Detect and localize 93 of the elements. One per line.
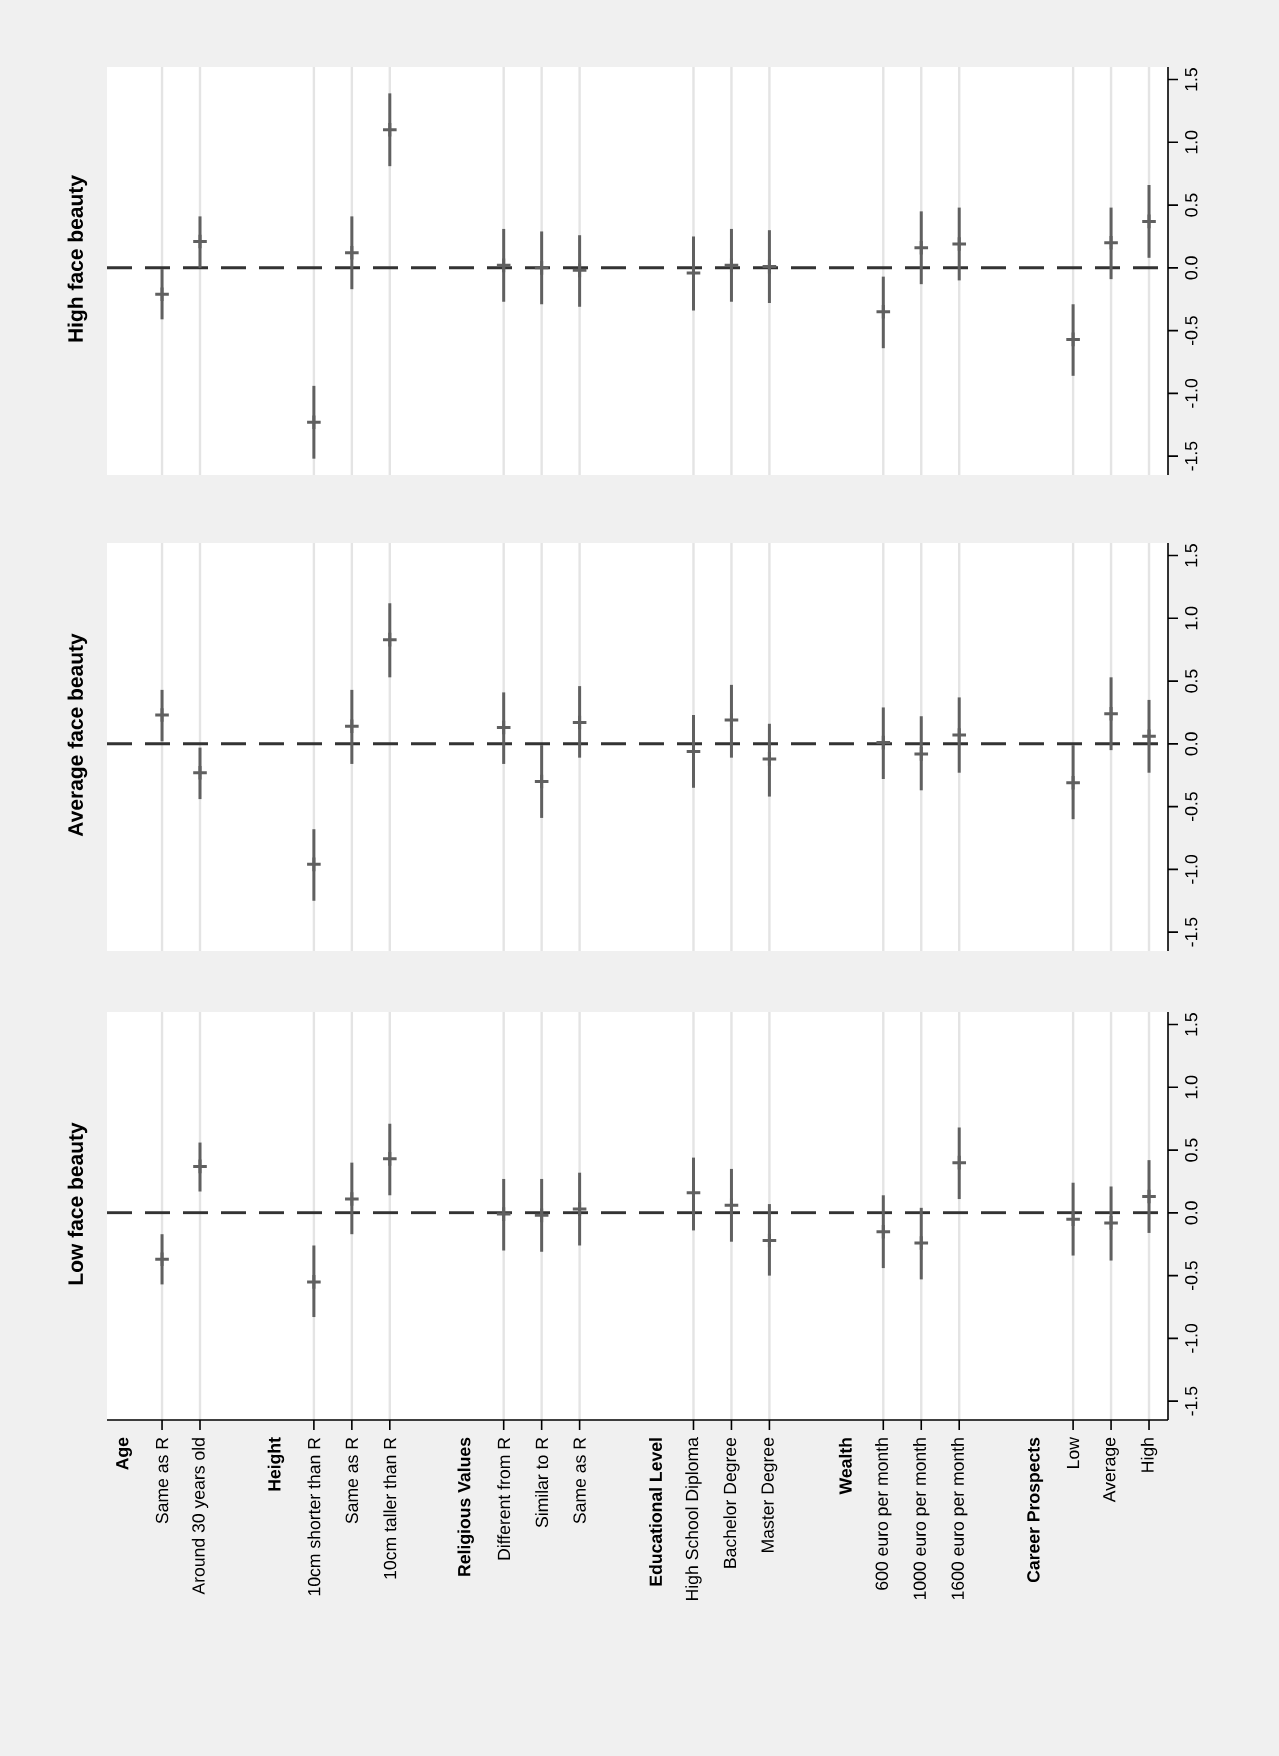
- x-tick-label: Age: [116, 1437, 132, 1470]
- x-tick-label: High: [1140, 1438, 1158, 1472]
- x-tick-label: 10cm shorter than R: [307, 1437, 321, 1596]
- y-tick-label: -1.5: [1185, 441, 1198, 471]
- point: [495, 1205, 512, 1223]
- x-tick-label: Educational Level: [649, 1438, 662, 1586]
- text: High face beauty: [67, 175, 88, 342]
- x-tick-label: Career Prospects: [1027, 1437, 1044, 1583]
- point: [571, 714, 588, 731]
- y-tick-label: -0.5: [1185, 792, 1198, 821]
- point: [912, 745, 930, 763]
- text: Low face beauty: [67, 1122, 88, 1285]
- point: [1102, 1214, 1120, 1232]
- x-tick-label: Different from R: [497, 1437, 511, 1560]
- x-tick-label: 600 euro per month: [875, 1438, 892, 1590]
- point: [912, 1234, 930, 1252]
- point: [761, 258, 778, 275]
- x-tick-label: Same as R: [155, 1437, 169, 1524]
- point: [191, 764, 209, 782]
- point: [343, 244, 361, 262]
- point: [343, 717, 361, 735]
- y-tick-label: 1.5: [1185, 544, 1198, 567]
- point: [381, 631, 399, 648]
- y-tick-label: -1.0: [1185, 1323, 1198, 1353]
- y-tick-label: 1.0: [1185, 606, 1198, 630]
- y-tick-label: 1.0: [1185, 1075, 1198, 1099]
- point: [305, 1273, 323, 1291]
- y-tick-label: -0.5: [1185, 316, 1198, 345]
- point: [1102, 705, 1120, 723]
- point: [495, 257, 512, 274]
- y-tick-label: 0.5: [1185, 193, 1198, 217]
- point: [1102, 234, 1120, 252]
- y-tick-label: -1.5: [1185, 1386, 1198, 1416]
- point: [874, 1223, 892, 1240]
- point: [1064, 774, 1082, 792]
- x-tick-label: Master Degree: [761, 1437, 778, 1553]
- x-tick-label: 1000 euro per month: [913, 1438, 930, 1600]
- x-tick-label: 10cm taller than R: [383, 1437, 397, 1579]
- point: [874, 734, 892, 751]
- y-tick-label: 0.0: [1185, 1201, 1198, 1225]
- point: [761, 1232, 778, 1249]
- point: [495, 719, 512, 736]
- y-tick-label: 1.0: [1185, 130, 1198, 154]
- point: [1064, 1210, 1082, 1228]
- point: [761, 750, 778, 768]
- x-tick-label: Same as R: [573, 1437, 586, 1524]
- x-tick-label: High School Diploma: [685, 1437, 702, 1600]
- y-tick-label: -0.5: [1185, 1261, 1198, 1290]
- point: [571, 1200, 588, 1218]
- point: [723, 711, 740, 729]
- y-tick-label: 1.5: [1185, 68, 1198, 91]
- point: [305, 856, 323, 873]
- point: [153, 706, 171, 724]
- y-tick-label: 0.5: [1185, 1138, 1198, 1162]
- point: [191, 1158, 209, 1175]
- y-tick-label: 0.0: [1185, 256, 1198, 280]
- point: [533, 259, 550, 277]
- x-tick-label: Height: [267, 1437, 285, 1491]
- point: [533, 773, 550, 790]
- x-tick-label: 1600 euro per month: [951, 1438, 968, 1600]
- point: [305, 413, 323, 431]
- point: [381, 121, 399, 139]
- point: [571, 262, 588, 279]
- y-tick-label: 0.5: [1185, 669, 1198, 693]
- point: [1064, 331, 1082, 348]
- point: [191, 233, 209, 250]
- point: [381, 1150, 399, 1168]
- point: [153, 285, 171, 303]
- point: [950, 235, 968, 253]
- y-tick-label: -1.5: [1185, 917, 1198, 947]
- y-tick-label: -1.0: [1185, 378, 1198, 408]
- point: [874, 303, 892, 321]
- point: [153, 1251, 171, 1268]
- x-tick-label: Similar to R: [535, 1437, 549, 1528]
- point: [533, 1207, 550, 1224]
- point: [1140, 213, 1158, 230]
- y-tick-label: -1.0: [1185, 854, 1198, 884]
- point: [950, 726, 968, 744]
- point: [343, 1190, 361, 1208]
- point: [1140, 1188, 1158, 1205]
- x-tick-label: Wealth: [838, 1438, 852, 1495]
- x-tick-label: Average: [1103, 1437, 1119, 1503]
- x-tick-label: Same as R: [345, 1437, 359, 1524]
- x-tick-label: Low: [1066, 1437, 1080, 1468]
- x-tick-label: Bachelor Degree: [723, 1437, 740, 1568]
- x-tick-label: Religious Values: [457, 1437, 474, 1576]
- y-tick-label: 1.5: [1185, 1013, 1198, 1036]
- y-tick-label: 0.0: [1185, 732, 1198, 756]
- point: [723, 257, 740, 274]
- x-tick-label: Around 30 years old: [191, 1438, 209, 1595]
- text: Average face beauty: [67, 633, 88, 837]
- point: [912, 239, 930, 257]
- point: [950, 1154, 968, 1171]
